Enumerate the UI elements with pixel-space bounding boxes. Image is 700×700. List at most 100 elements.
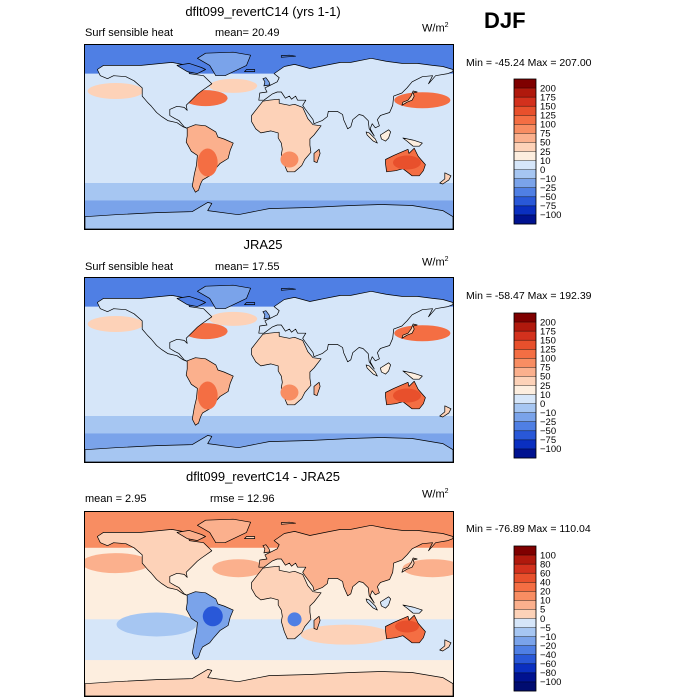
coastline-greenland — [197, 518, 251, 544]
map-field — [85, 512, 453, 696]
field-anomaly — [402, 559, 453, 578]
colorbar-model: 200 175 150 125 100 75 50 25 10 0 −10 −25 −50 −75 −100 — [513, 78, 574, 225]
colorbar-swatch — [514, 205, 536, 216]
coastline-africa — [251, 331, 322, 406]
field-land-anomaly — [395, 620, 419, 633]
colorbar-tick-label: −5 — [540, 623, 551, 634]
coastline-namerica — [96, 295, 213, 363]
colorbar-tick-label: −10 — [540, 632, 556, 643]
map-model-svg — [85, 45, 453, 229]
colorbar-tick-label: −75 — [540, 201, 556, 212]
coastline-borneo — [380, 362, 391, 375]
colorbar-swatch — [514, 331, 536, 341]
colorbar-swatch — [514, 403, 536, 413]
colorbar-swatch — [514, 196, 536, 207]
colorbar-tick-label: 100 — [540, 354, 556, 365]
colorbar-swatch — [514, 385, 536, 395]
colorbar-tick-label: 10 — [540, 390, 551, 401]
coastline-iceland — [244, 302, 256, 305]
colorbar-swatch — [514, 367, 536, 377]
units-label: W/m2 — [422, 488, 449, 501]
coastline-sumatra — [365, 131, 378, 144]
field-band-south — [85, 416, 453, 434]
colorbar-tick-label: −25 — [540, 417, 556, 428]
coastline-borneo — [380, 596, 391, 609]
colorbar-tick-label: −10 — [540, 408, 556, 419]
coastline-svalbard — [280, 54, 296, 58]
map-field — [85, 45, 453, 229]
colorbar-swatch — [514, 681, 536, 692]
coastline-antarctica — [85, 669, 453, 696]
colorbar-tick-label: 200 — [540, 83, 556, 94]
field-land-heat — [280, 384, 299, 401]
colorbar-swatch — [514, 106, 536, 116]
colorbar-swatch — [514, 322, 536, 332]
colorbar-swatch — [514, 142, 536, 152]
coastline-antarctica — [85, 435, 453, 462]
coastline-greenland — [197, 284, 251, 310]
field-land-heat — [197, 381, 218, 410]
colorbar-swatch — [514, 169, 536, 179]
colorbar-swatch — [514, 88, 536, 98]
map-diff — [84, 511, 454, 697]
coastline-svalbard — [280, 521, 296, 525]
colorbar-tick-label: −75 — [540, 435, 556, 446]
units-label: W/m2 — [422, 256, 449, 269]
colorbar-tick-label: 0 — [540, 399, 545, 410]
colorbar-tick-label: 0 — [540, 165, 545, 176]
coastline-japan — [401, 323, 418, 339]
map-diff-svg — [85, 512, 453, 696]
colorbar-tick-label: 125 — [540, 111, 556, 122]
colorbar-swatch — [514, 313, 536, 323]
colorbar-swatch — [514, 115, 536, 125]
coastline-newguinea — [402, 137, 423, 147]
coastline-sumatra — [365, 364, 378, 377]
colorbar-swatch — [514, 340, 536, 350]
colorbar-tick-label: 125 — [540, 345, 556, 356]
colorbar-swatch — [514, 160, 536, 170]
field-anomaly — [87, 316, 144, 332]
colorbar-swatch — [514, 151, 536, 161]
colorbar-swatch — [514, 672, 536, 683]
variable-label: Surf sensible heat — [85, 27, 174, 39]
colorbar-swatch — [514, 564, 536, 574]
colorbar-tick-label: 60 — [540, 568, 551, 579]
colorbar-tick-label: 150 — [540, 335, 556, 346]
colorbar-tick-label: 80 — [540, 559, 551, 570]
field-anomaly — [209, 78, 258, 93]
field-kuroshio — [394, 325, 451, 342]
coastline-newzealand — [439, 172, 452, 185]
coastline-africa — [251, 565, 322, 640]
panel-title: dflt099_revertC14 (yrs 1-1) — [185, 4, 341, 19]
colorbar-tick-label: −20 — [540, 641, 556, 652]
panel-title: JRA25 — [243, 237, 283, 252]
colorbar-swatch — [514, 349, 536, 359]
colorbar-swatch — [514, 133, 536, 143]
coastline-borneo — [380, 129, 391, 142]
colorbar-obs: 200 175 150 125 100 75 50 25 10 0 −10 −25 −50 −75 −100 — [513, 312, 574, 459]
colorbar-swatch — [514, 636, 536, 646]
field-land-heat — [197, 148, 218, 177]
colorbar-swatch — [514, 645, 536, 656]
coastline-baffin — [176, 530, 206, 541]
colorbar-tick-label: 25 — [540, 381, 551, 392]
colorbar-tick-label: −60 — [540, 659, 556, 670]
colorbar-tick-label: −10 — [540, 174, 556, 185]
colorbar-tick-label: −80 — [540, 668, 556, 679]
coastline-baffin — [176, 63, 206, 74]
colorbar-tick-label: 150 — [540, 101, 556, 112]
colorbar-swatch — [514, 582, 536, 592]
colorbar-tick-label: 20 — [540, 587, 551, 598]
colorbar-swatch — [514, 187, 536, 198]
colorbar-swatch — [514, 214, 536, 225]
colorbar-swatch — [514, 124, 536, 134]
mean-label: mean= 17.55 — [215, 261, 280, 273]
colorbar-swatch — [514, 663, 536, 674]
colorbar-swatch — [514, 430, 536, 441]
coastline-namerica — [96, 529, 213, 597]
field-kuroshio — [394, 92, 451, 109]
colorbar-tick-label: 100 — [540, 550, 556, 561]
map-obs-svg — [85, 278, 453, 462]
colorbar-tick-label: 100 — [540, 120, 556, 131]
field-anomaly — [116, 612, 197, 637]
